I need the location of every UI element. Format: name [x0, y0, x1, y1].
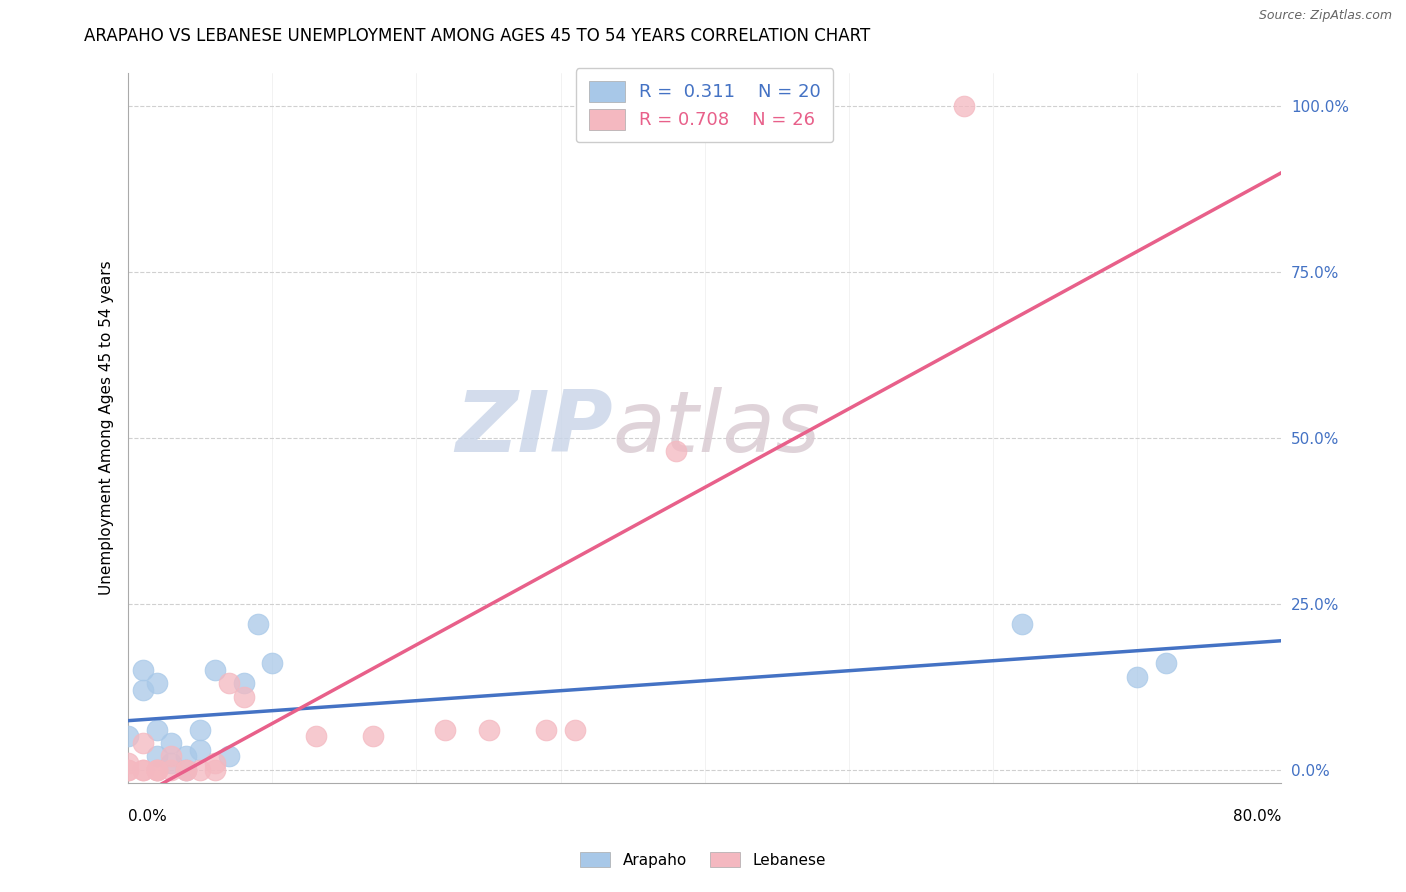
Point	[160, 736, 183, 750]
Point	[146, 676, 169, 690]
Point	[304, 730, 326, 744]
Point	[188, 723, 211, 737]
Point	[534, 723, 557, 737]
Point	[146, 763, 169, 777]
Point	[218, 676, 240, 690]
Point	[204, 663, 226, 677]
Point	[564, 723, 586, 737]
Point	[262, 657, 284, 671]
Point	[160, 756, 183, 770]
Point	[117, 763, 139, 777]
Point	[174, 763, 197, 777]
Point	[665, 444, 688, 458]
Point	[117, 763, 139, 777]
Point	[232, 676, 254, 690]
Point	[188, 763, 211, 777]
Point	[218, 749, 240, 764]
Point	[160, 763, 183, 777]
Point	[1126, 670, 1149, 684]
Point	[188, 742, 211, 756]
Point	[160, 749, 183, 764]
Point	[361, 730, 384, 744]
Text: 0.0%: 0.0%	[128, 809, 167, 824]
Point	[232, 690, 254, 704]
Point	[131, 736, 153, 750]
Point	[174, 763, 197, 777]
Legend: R =  0.311    N = 20, R = 0.708    N = 26: R = 0.311 N = 20, R = 0.708 N = 26	[576, 68, 834, 142]
Point	[174, 749, 197, 764]
Point	[953, 99, 976, 113]
Point	[246, 616, 269, 631]
Point	[146, 723, 169, 737]
Point	[146, 763, 169, 777]
Y-axis label: Unemployment Among Ages 45 to 54 years: Unemployment Among Ages 45 to 54 years	[100, 260, 114, 595]
Text: ZIP: ZIP	[454, 386, 613, 469]
Point	[131, 763, 153, 777]
Text: atlas: atlas	[613, 386, 821, 469]
Text: ARAPAHO VS LEBANESE UNEMPLOYMENT AMONG AGES 45 TO 54 YEARS CORRELATION CHART: ARAPAHO VS LEBANESE UNEMPLOYMENT AMONG A…	[84, 27, 870, 45]
Text: Source: ZipAtlas.com: Source: ZipAtlas.com	[1258, 9, 1392, 22]
Point	[477, 723, 499, 737]
Point	[204, 763, 226, 777]
Point	[1154, 657, 1177, 671]
Point	[146, 749, 169, 764]
Legend: Arapaho, Lebanese: Arapaho, Lebanese	[572, 844, 834, 875]
Point	[117, 730, 139, 744]
Point	[131, 683, 153, 698]
Point	[146, 763, 169, 777]
Point	[1011, 616, 1033, 631]
Point	[204, 756, 226, 770]
Point	[174, 763, 197, 777]
Point	[434, 723, 457, 737]
Point	[131, 663, 153, 677]
Text: 80.0%: 80.0%	[1233, 809, 1281, 824]
Point	[117, 756, 139, 770]
Point	[131, 763, 153, 777]
